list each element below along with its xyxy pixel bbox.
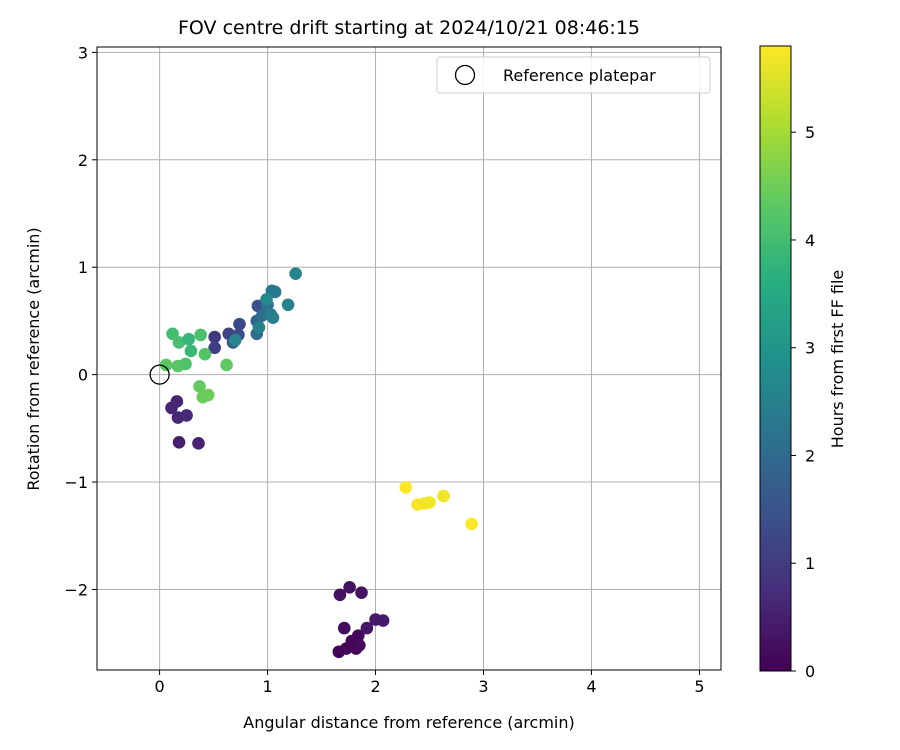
data-point — [208, 341, 221, 355]
data-point — [182, 332, 196, 346]
data-point — [355, 586, 368, 599]
y-axis-label: Rotation from reference (arcmin) — [24, 227, 43, 490]
data-point — [184, 344, 198, 358]
data-point — [281, 298, 295, 312]
colorbar-tick-label: 2 — [805, 446, 815, 465]
data-point — [343, 580, 356, 594]
legend-box — [436, 56, 711, 94]
data-point — [228, 333, 242, 347]
data-point — [376, 614, 390, 627]
data-point — [159, 358, 173, 372]
x-axis-ticks: 0 1 2 3 4 5 — [155, 670, 705, 696]
data-point — [172, 435, 186, 449]
data-point — [180, 409, 193, 422]
data-point — [233, 317, 246, 331]
y-tick-label: 0 — [78, 366, 88, 385]
grid — [97, 47, 721, 670]
colorbar: 0 1 2 3 4 5 Hours from first FF file — [759, 45, 847, 681]
plot-area-frame — [96, 46, 722, 671]
x-tick-label: 5 — [694, 677, 704, 696]
data-point — [333, 588, 347, 602]
x-axis-label: Angular distance from reference (arcmin) — [243, 713, 574, 732]
colorbar-tick-label: 1 — [805, 554, 815, 573]
data-point — [360, 621, 374, 635]
y-tick-label: 1 — [78, 258, 88, 277]
data-point — [192, 437, 205, 450]
data-point — [172, 336, 186, 349]
data-point — [423, 496, 436, 509]
reference-platepar-marker — [149, 364, 170, 385]
data-point — [179, 357, 192, 371]
data-point — [266, 311, 280, 324]
colorbar-tick-label: 0 — [805, 662, 815, 681]
legend-marker-open-circle — [454, 64, 476, 86]
legend-entry-reference-platepar: Reference platepar — [503, 66, 656, 85]
colorbar-label: Hours from first FF file — [828, 270, 847, 449]
colorbar-tick-label: 4 — [805, 231, 815, 250]
data-point — [437, 489, 450, 503]
data-point — [399, 481, 413, 494]
data-point — [198, 347, 212, 361]
data-point — [465, 517, 478, 531]
y-tick-label: −2 — [64, 580, 88, 599]
data-point — [220, 358, 233, 372]
data-point — [351, 629, 365, 642]
colorbar-tick-label: 5 — [805, 123, 815, 142]
data-point — [170, 395, 184, 408]
data-point — [251, 299, 265, 313]
data-point — [201, 388, 215, 402]
x-tick-label: 3 — [478, 677, 488, 696]
data-point — [194, 328, 207, 342]
data-point — [252, 321, 266, 334]
data-point — [337, 621, 351, 635]
data-point — [166, 327, 179, 341]
data-point — [260, 293, 273, 306]
data-points — [149, 267, 478, 659]
y-axis-ticks: −2 −1 0 1 2 3 — [64, 43, 97, 599]
colorbar-ticks: 0 1 2 3 4 5 — [791, 123, 815, 681]
colorbar-gradient — [759, 45, 792, 672]
data-point — [193, 380, 206, 393]
data-point — [289, 267, 302, 280]
data-point — [268, 285, 282, 299]
y-tick-label: 3 — [78, 43, 88, 62]
x-tick-label: 4 — [586, 677, 596, 696]
legend: Reference platepar — [436, 56, 711, 94]
colorbar-tick-label: 3 — [805, 339, 815, 358]
x-tick-label: 2 — [370, 677, 380, 696]
data-point — [353, 638, 366, 652]
x-tick-label: 1 — [262, 677, 272, 696]
chart-title: FOV centre drift starting at 2024/10/21 … — [178, 17, 640, 39]
x-tick-label: 0 — [155, 677, 165, 696]
y-tick-label: −1 — [64, 473, 88, 492]
y-tick-label: 2 — [78, 151, 88, 170]
data-point — [208, 330, 221, 344]
